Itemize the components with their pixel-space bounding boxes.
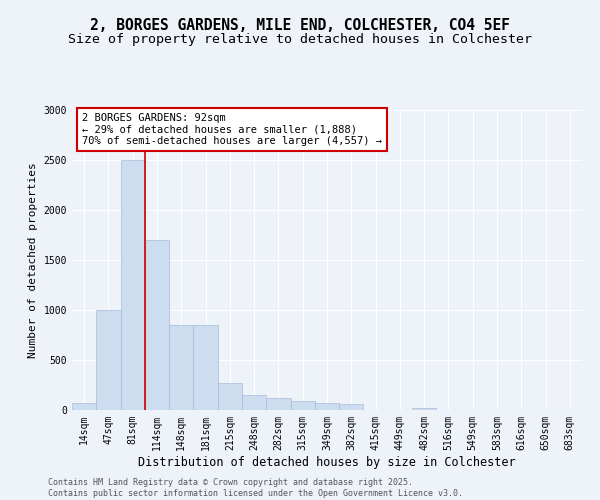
Text: 2 BORGES GARDENS: 92sqm
← 29% of detached houses are smaller (1,888)
70% of semi: 2 BORGES GARDENS: 92sqm ← 29% of detache…	[82, 113, 382, 146]
Bar	[145, 240, 169, 410]
Text: Contains HM Land Registry data © Crown copyright and database right 2025.
Contai: Contains HM Land Registry data © Crown c…	[48, 478, 463, 498]
Bar	[169, 325, 193, 410]
Text: 2, BORGES GARDENS, MILE END, COLCHESTER, CO4 5EF: 2, BORGES GARDENS, MILE END, COLCHESTER,…	[90, 18, 510, 32]
Bar	[72, 402, 96, 410]
Y-axis label: Number of detached properties: Number of detached properties	[28, 162, 38, 358]
Text: Size of property relative to detached houses in Colchester: Size of property relative to detached ho…	[68, 32, 532, 46]
Bar	[315, 403, 339, 410]
Bar	[193, 325, 218, 410]
Bar	[218, 383, 242, 410]
Bar	[121, 160, 145, 410]
X-axis label: Distribution of detached houses by size in Colchester: Distribution of detached houses by size …	[138, 456, 516, 468]
Bar	[242, 395, 266, 410]
Bar	[412, 408, 436, 410]
Bar	[96, 310, 121, 410]
Bar	[290, 401, 315, 410]
Bar	[266, 398, 290, 410]
Bar	[339, 404, 364, 410]
